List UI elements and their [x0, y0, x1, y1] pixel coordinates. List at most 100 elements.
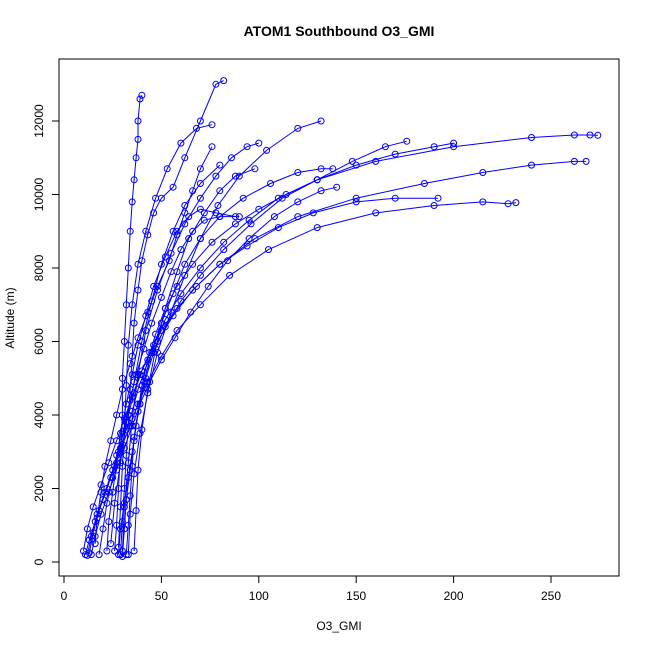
- data-point: [196, 117, 204, 125]
- data-point: [196, 271, 204, 279]
- data-point: [196, 194, 204, 202]
- data-point: [313, 176, 321, 184]
- data-point: [420, 180, 428, 187]
- data-point: [109, 474, 117, 481]
- data-point: [101, 462, 109, 470]
- data-point: [91, 540, 99, 548]
- x-tick-label: 0: [61, 589, 68, 603]
- data-point: [224, 257, 232, 265]
- data-point: [126, 492, 134, 500]
- data-point: [193, 282, 200, 290]
- data-point: [107, 540, 115, 548]
- data-point: [255, 139, 263, 147]
- data-point: [161, 304, 169, 312]
- data-point: [450, 139, 458, 147]
- data-point: [294, 198, 302, 206]
- data-point: [157, 260, 165, 268]
- data-point: [352, 198, 360, 206]
- data-point: [142, 312, 150, 320]
- data-point: [146, 349, 154, 356]
- data-point: [128, 301, 136, 309]
- x-axis: 0 50 100 150 200 250: [61, 576, 561, 603]
- data-point: [111, 499, 119, 507]
- data-point: [200, 216, 208, 224]
- data-point: [152, 345, 160, 353]
- data-point: [138, 426, 146, 434]
- data-point: [329, 165, 337, 173]
- data-point: [118, 518, 126, 526]
- data-point: [196, 301, 204, 309]
- data-point: [512, 199, 520, 207]
- data-point: [118, 385, 126, 393]
- data-point: [265, 246, 272, 254]
- data-point: [216, 161, 224, 169]
- data-point: [165, 257, 173, 265]
- data-point: [138, 338, 146, 345]
- data-point: [247, 220, 255, 228]
- data-point: [124, 341, 132, 349]
- data-point: [157, 356, 165, 364]
- data-point: [189, 227, 197, 235]
- data-point: [348, 157, 356, 165]
- data-point: [317, 187, 325, 195]
- series-line: [127, 120, 322, 555]
- data-point: [181, 202, 189, 209]
- data-point: [93, 514, 101, 522]
- data-point: [528, 161, 535, 169]
- series-line: [88, 201, 516, 553]
- data-point: [220, 238, 228, 246]
- data-point: [130, 470, 138, 478]
- series-12: [124, 117, 325, 559]
- x-tick-label: 200: [444, 589, 464, 603]
- data-point: [294, 124, 302, 132]
- series-line: [98, 216, 240, 555]
- data-point: [120, 485, 128, 492]
- data-point: [479, 169, 487, 176]
- data-point: [231, 213, 239, 221]
- data-point: [111, 547, 119, 555]
- data-point: [130, 378, 138, 386]
- data-point: [181, 154, 189, 162]
- data-point: [167, 308, 175, 316]
- data-point: [263, 146, 271, 154]
- data-point: [317, 165, 325, 173]
- data-point: [372, 209, 380, 217]
- data-point: [157, 194, 165, 202]
- data-point: [220, 246, 228, 254]
- data-point: [239, 194, 247, 202]
- data-point: [185, 235, 193, 243]
- data-point: [120, 525, 128, 533]
- data-point: [103, 547, 111, 555]
- data-point: [243, 242, 251, 250]
- data-point: [372, 157, 380, 165]
- data-point: [504, 200, 512, 208]
- data-point: [479, 198, 487, 206]
- data-point: [97, 481, 105, 489]
- data-point: [212, 209, 220, 217]
- series-17: [130, 165, 259, 555]
- data-point: [144, 385, 152, 393]
- data-point: [138, 257, 146, 265]
- data-point: [187, 308, 195, 316]
- series-line: [120, 80, 224, 555]
- data-point: [85, 536, 93, 544]
- data-point: [97, 488, 105, 496]
- series-18: [107, 161, 224, 548]
- y-tick-label: 12000: [32, 104, 46, 138]
- data-point: [282, 191, 290, 198]
- series-line: [106, 208, 236, 552]
- y-tick-label: 4000: [32, 401, 46, 428]
- data-point: [120, 444, 128, 452]
- data-point: [117, 459, 124, 467]
- data-point: [208, 121, 216, 129]
- data-point: [128, 352, 136, 360]
- data-point: [235, 213, 243, 221]
- data-point: [245, 235, 253, 243]
- data-point: [169, 227, 177, 235]
- data-point: [243, 143, 251, 151]
- series-line: [121, 168, 333, 557]
- data-point: [89, 503, 97, 511]
- x-axis-label: O3_GMI: [316, 619, 361, 633]
- y-axis-label: Altitude (m): [3, 287, 17, 348]
- data-point: [130, 433, 138, 441]
